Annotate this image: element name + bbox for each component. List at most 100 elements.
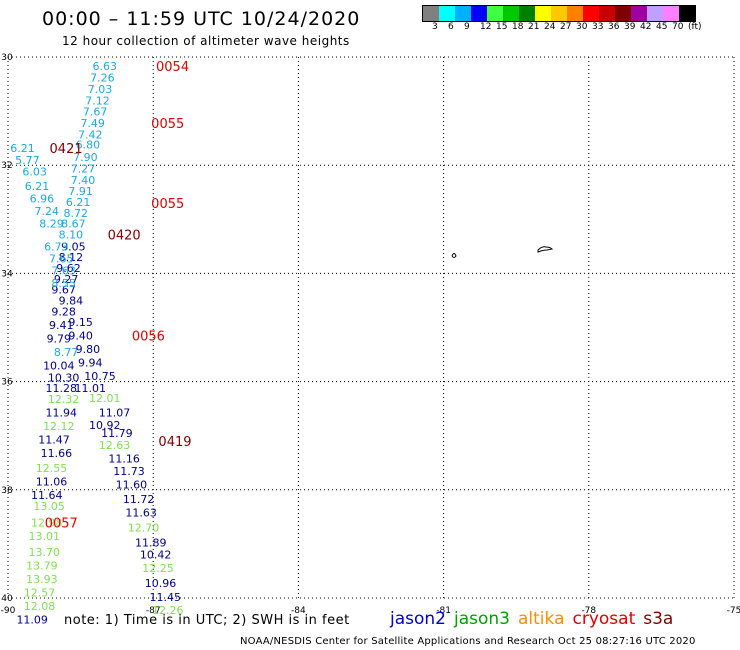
wave-height-value: 8.12	[59, 251, 84, 264]
coastline-island	[451, 253, 457, 258]
wave-height-value: 9.79	[47, 332, 72, 345]
legend-label: 45	[656, 22, 668, 32]
wave-height-value: 7.26	[90, 72, 115, 85]
wave-height-value: 7.90	[73, 151, 98, 164]
legend-label: 12	[480, 22, 492, 32]
legend-label: 42	[640, 22, 652, 32]
legend-swatch	[487, 6, 503, 21]
wave-height-value: 12.57	[24, 587, 56, 600]
wave-height-value: 11.94	[45, 406, 77, 419]
wave-height-value: 11.66	[41, 447, 73, 460]
wave-height-value: 9.28	[51, 305, 76, 318]
legend-label: 9	[464, 22, 470, 32]
note-text: note: 1) Time is in UTC; 2) SWH is in fe…	[64, 613, 350, 628]
wave-height-value: 7.27	[71, 162, 96, 175]
legend-swatch	[535, 6, 551, 21]
wave-height-value: 11.07	[99, 406, 131, 419]
wave-height-value: 9.27	[54, 273, 79, 286]
legend-label: 15	[496, 22, 508, 32]
pass-time-label: 0420	[108, 228, 141, 243]
wave-height-value: 6.73	[44, 240, 69, 253]
legend-label: 21	[528, 22, 540, 32]
wave-height-value: 11.60	[116, 478, 148, 491]
wave-height-value: 6.03	[22, 166, 47, 179]
satellite-s3a: s3a	[643, 609, 674, 629]
wave-height-value: 7.24	[34, 205, 59, 218]
wave-height-value: 11.06	[36, 476, 68, 489]
wave-height-value: 12.25	[142, 562, 174, 575]
axis-labels: 30 32 34 36 38 40 -90 -87 -84 -81 -78 -75	[1, 53, 740, 616]
lat-label: 30	[1, 53, 13, 63]
wave-height-value: 11.73	[113, 465, 145, 478]
satellite-jason3: jason3	[454, 609, 510, 629]
satellite-jason2: jason2	[390, 609, 446, 629]
wave-height-value: 7.63	[51, 265, 76, 278]
legend-label: 30	[576, 22, 588, 32]
wave-height-value: 13.01	[29, 530, 61, 543]
credit-text: NOAA/NESDIS Center for Satellite Applica…	[240, 636, 696, 647]
pass-time-label: 0419	[158, 435, 191, 450]
legend-label: 33	[592, 22, 604, 32]
wave-height-value: 12.98	[31, 516, 63, 529]
wave-height-value: 7.91	[68, 185, 93, 198]
map-title: 00:00 – 11:59 UTC 10/24/2020	[42, 8, 361, 30]
legend-swatch	[423, 6, 439, 21]
lat-label: 34	[1, 269, 13, 279]
pass-time-labels: 0054 0055 0421 0055 0420 0056 0419 0057	[45, 60, 192, 531]
wave-height-value: 12.55	[36, 462, 68, 475]
wave-height-value: 8.55	[51, 277, 76, 290]
color-legend	[422, 5, 696, 22]
legend-label: 6	[448, 22, 454, 32]
legend-swatch	[551, 6, 567, 21]
wave-height-value: 12.63	[99, 439, 131, 452]
legend-label: (ft)	[688, 22, 702, 32]
wave-height-value: 8.77	[54, 346, 79, 359]
wave-height-value: 11.89	[135, 536, 167, 549]
lat-label: 32	[1, 161, 12, 171]
legend-label: 39	[624, 22, 636, 32]
lat-label: 40	[1, 594, 13, 604]
wave-height-value: 10.75	[84, 370, 116, 383]
map-subtitle: 12 hour collection of altimeter wave hei…	[62, 34, 350, 48]
legend-label: 18	[512, 22, 524, 32]
lat-label: 38	[1, 486, 13, 496]
wave-height-value: 10.04	[43, 359, 75, 372]
pass-time-label: 0421	[50, 142, 83, 157]
legend-label: 70	[672, 22, 684, 32]
wave-height-value: 8.29	[39, 218, 64, 231]
satellite-altika: altika	[518, 609, 565, 629]
wave-height-value: 11.63	[125, 507, 157, 520]
pass-time-label: 0054	[156, 60, 189, 75]
satellite-cryosat: cryosat	[572, 609, 636, 629]
wave-height-value: 7.40	[71, 174, 96, 187]
wave-height-value: 10.96	[145, 577, 177, 590]
wave-height-value: 9.05	[61, 240, 86, 253]
wave-height-value: 7.65	[49, 252, 74, 265]
wave-height-value: 7.12	[85, 94, 110, 107]
wave-height-value: 11.01	[75, 382, 107, 395]
wave-height-value: 9.41	[49, 319, 74, 332]
wave-height-value: 9.80	[76, 343, 101, 356]
wave-height-value: 11.45	[150, 591, 182, 604]
wave-height-value: 6.21	[66, 196, 91, 209]
wave-height-value: 6.63	[93, 60, 118, 73]
wave-height-value: 11.28	[45, 382, 77, 395]
wave-height-value: 13.79	[26, 560, 58, 573]
wave-height-values: 6.637.267.037.127.677.497.426.807.907.27…	[10, 60, 183, 626]
wave-height-value: 11.09	[16, 614, 48, 627]
wave-height-value: 11.47	[38, 433, 70, 446]
wave-height-value: 13.05	[33, 500, 65, 513]
wave-height-value: 7.03	[88, 83, 113, 96]
legend-swatch	[583, 6, 599, 21]
pass-time-label: 0055	[151, 197, 184, 212]
legend-swatch	[519, 6, 535, 21]
lat-lon-grid	[7, 56, 735, 599]
wave-height-value: 11.72	[123, 493, 155, 506]
wave-height-value: 6.80	[76, 139, 101, 152]
pass-time-label: 0057	[45, 516, 78, 531]
pass-time-label: 0056	[132, 330, 165, 345]
legend-swatch	[471, 6, 487, 21]
legend-swatch	[503, 6, 519, 21]
wave-height-value: 11.64	[31, 489, 63, 502]
lon-label: -81	[436, 606, 451, 616]
